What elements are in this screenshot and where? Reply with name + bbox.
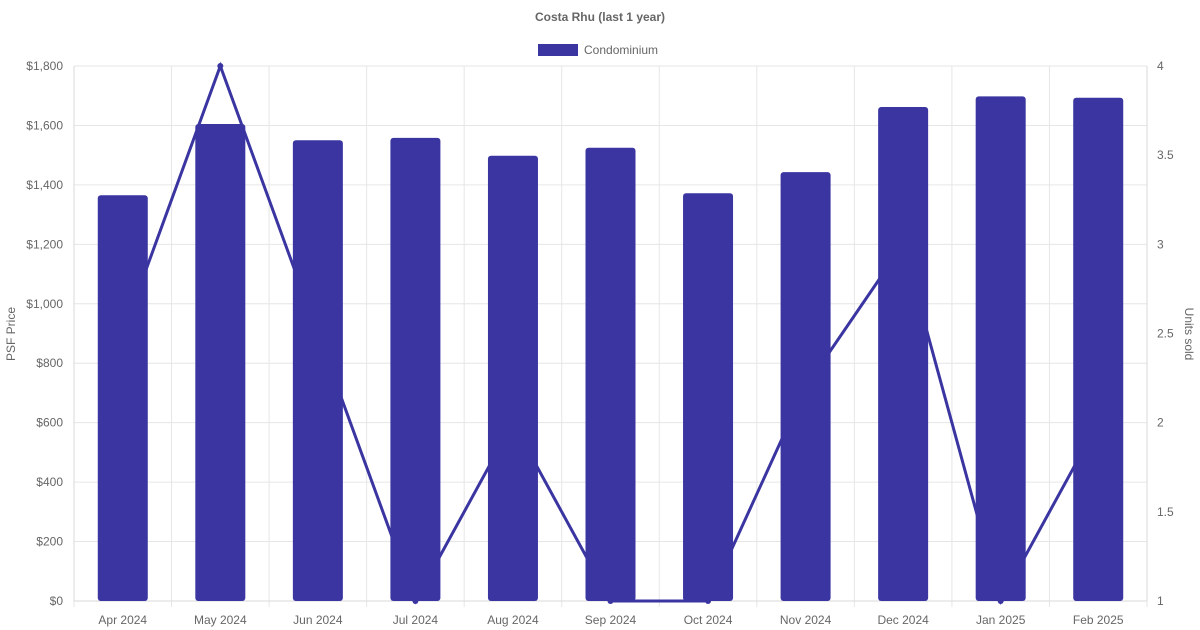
bar[interactable]	[487, 155, 538, 601]
bar[interactable]	[683, 193, 734, 601]
y-tick-label: $600	[36, 416, 63, 430]
bar-series	[97, 96, 1124, 602]
legend[interactable]: Condominium	[538, 43, 658, 57]
y2-tick-label: 1	[1157, 594, 1164, 608]
x-tick-label: Sep 2024	[585, 613, 637, 627]
line-point[interactable]	[705, 598, 712, 604]
y2-tick-label: 2	[1157, 416, 1164, 430]
y2-tick-label: 1.5	[1157, 505, 1174, 519]
y-tick-label: $1,000	[26, 297, 63, 311]
y2-tick-label: 3	[1157, 237, 1164, 251]
chart-title: Costa Rhu (last 1 year)	[535, 10, 665, 24]
x-tick-label: Jul 2024	[393, 613, 439, 627]
x-tick-label: May 2024	[194, 613, 247, 627]
line-point[interactable]	[412, 598, 419, 604]
bar[interactable]	[390, 137, 441, 601]
x-tick-label: Nov 2024	[780, 613, 832, 627]
bar[interactable]	[585, 147, 636, 601]
x-tick-label: Aug 2024	[487, 613, 539, 627]
x-tick-label: Jun 2024	[293, 613, 343, 627]
x-tick-label: Apr 2024	[98, 613, 147, 627]
y-tick-label: $400	[36, 475, 63, 489]
y-axis-ticks: $0 $200 $400 $600 $800 $1,000 $1,200 $1,400 $1,6…	[26, 59, 63, 608]
y-tick-label: $1,800	[26, 59, 63, 73]
y2-axis-ticks: 1 1.5 2 2.5 3 3.5 4	[1157, 59, 1174, 608]
y-axis-title: PSF Price	[4, 307, 18, 361]
y-tick-label: $200	[36, 535, 63, 549]
bar[interactable]	[1073, 97, 1124, 601]
legend-swatch	[538, 44, 578, 56]
line-series	[119, 61, 1102, 605]
line-point[interactable]	[900, 241, 907, 248]
y2-tick-label: 2.5	[1157, 327, 1174, 341]
y2-tick-label: 4	[1157, 59, 1164, 73]
line-point[interactable]	[509, 419, 516, 426]
line-point[interactable]	[802, 384, 809, 390]
x-tick-label: Dec 2024	[877, 613, 929, 627]
y2-axis-title: Units sold	[1182, 308, 1196, 361]
line-point[interactable]	[314, 330, 321, 337]
bar[interactable]	[975, 96, 1026, 602]
y2-tick-label: 3.5	[1157, 148, 1174, 162]
x-tick-label: Feb 2025	[1073, 613, 1124, 627]
bar[interactable]	[97, 195, 148, 601]
bar[interactable]	[195, 123, 246, 601]
bar[interactable]	[292, 140, 343, 602]
line-point[interactable]	[1095, 419, 1102, 426]
x-tick-label: Oct 2024	[684, 613, 733, 627]
y-tick-label: $1,400	[26, 178, 63, 192]
bar[interactable]	[878, 107, 929, 602]
x-tick-label: Jan 2025	[976, 613, 1026, 627]
line-point[interactable]	[119, 330, 126, 337]
x-axis-ticks: Apr 2024 May 2024 Jun 2024 Jul 2024 Aug 2024…	[98, 613, 1123, 627]
y-tick-label: $0	[50, 594, 64, 608]
line-point[interactable]	[607, 598, 614, 604]
y-tick-label: $800	[36, 356, 63, 370]
line-point[interactable]	[217, 63, 224, 69]
y-tick-label: $1,600	[26, 118, 63, 132]
legend-label: Condominium	[584, 43, 658, 57]
y-tick-label: $1,200	[26, 237, 63, 251]
line-point[interactable]	[997, 598, 1004, 604]
